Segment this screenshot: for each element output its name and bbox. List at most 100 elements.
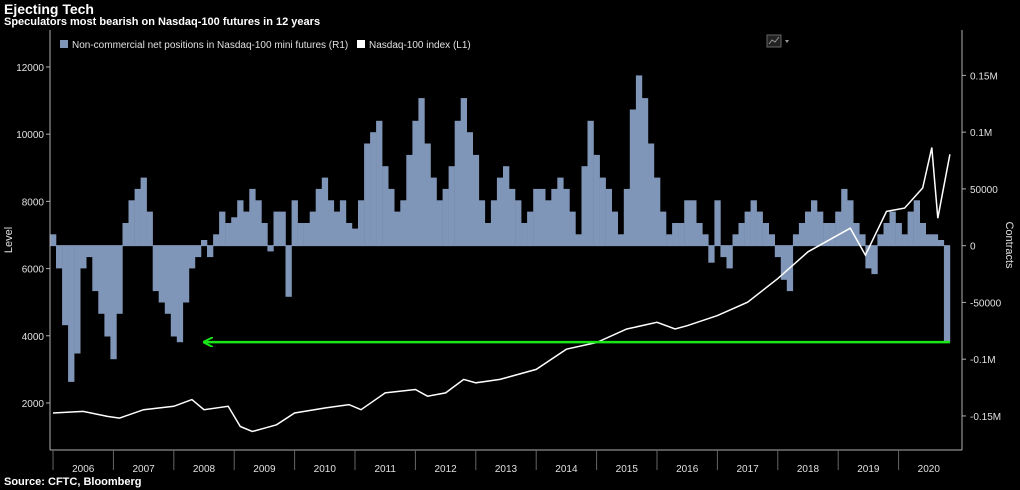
- position-bar: [515, 200, 522, 246]
- position-bar: [943, 245, 951, 343]
- position-bar: [575, 234, 582, 246]
- x-tick-label: 2010: [314, 464, 337, 475]
- position-bar: [243, 211, 250, 246]
- position-bar: [303, 223, 310, 246]
- position-bar: [364, 143, 371, 246]
- position-bar: [847, 200, 854, 246]
- position-bar: [478, 200, 486, 246]
- chart-type-icon[interactable]: [766, 34, 789, 48]
- position-bar: [213, 234, 220, 246]
- position-bar: [436, 200, 443, 246]
- position-bar: [249, 188, 256, 246]
- x-tick-label: 2014: [555, 464, 578, 475]
- left-tick-label: 2000: [22, 399, 45, 410]
- position-bar: [448, 166, 455, 246]
- position-bar: [557, 177, 564, 246]
- position-bar: [134, 188, 141, 246]
- position-bar: [931, 234, 939, 246]
- position-bar: [424, 143, 431, 246]
- position-bar: [877, 234, 884, 246]
- position-bar: [678, 223, 685, 246]
- position-bar: [780, 245, 788, 280]
- position-bar: [382, 166, 389, 246]
- position-bar: [454, 120, 461, 246]
- position-bar: [74, 245, 81, 354]
- position-bar: [182, 245, 190, 303]
- position-bar: [817, 211, 824, 246]
- x-tick-label: 2017: [736, 464, 759, 475]
- right-axis-label: Contracts: [1003, 221, 1015, 269]
- left-tick-label: 4000: [22, 332, 45, 343]
- right-tick-label: -0.15M: [970, 412, 1001, 423]
- position-bar: [919, 223, 926, 246]
- legend-swatch-index: [357, 40, 365, 48]
- position-bar: [98, 245, 105, 314]
- left-axis-label: Level: [3, 227, 15, 253]
- chevron-down-icon[interactable]: [785, 40, 789, 43]
- legend-swatch-positions: [60, 40, 68, 48]
- position-bar: [744, 211, 751, 246]
- position-bar: [883, 223, 890, 246]
- position-bar: [388, 188, 395, 246]
- position-bar: [442, 188, 449, 246]
- position-bar: [551, 188, 558, 246]
- position-bar: [925, 234, 933, 246]
- x-tick-label: 2006: [72, 464, 95, 475]
- position-bar: [472, 154, 480, 246]
- position-bar: [841, 188, 848, 246]
- position-bar: [539, 188, 546, 246]
- position-bar: [80, 245, 87, 269]
- position-bar: [376, 120, 383, 246]
- right-tick-label: 0.15M: [970, 71, 998, 82]
- position-bar: [315, 188, 322, 246]
- position-bar: [593, 154, 600, 246]
- position-bar: [195, 245, 202, 258]
- position-bar: [792, 234, 800, 246]
- index-line: [52, 147, 951, 433]
- position-bar: [86, 245, 93, 258]
- right-tick-label: -50000: [970, 298, 1002, 309]
- position-bar: [835, 211, 842, 246]
- position-bar: [768, 234, 775, 246]
- position-bar: [285, 245, 292, 297]
- position-bar: [798, 223, 806, 246]
- position-bar: [762, 223, 769, 246]
- position-bar: [400, 200, 407, 246]
- position-bar: [62, 245, 69, 326]
- position-bar: [279, 211, 286, 246]
- left-axis-ticks: 2000 4000 6000 8000 10000 12000: [16, 63, 50, 410]
- position-bar: [720, 245, 727, 258]
- position-bar: [527, 211, 534, 246]
- position-bar: [140, 177, 147, 246]
- position-bar: [684, 200, 691, 246]
- position-bar: [937, 240, 945, 246]
- position-bar: [225, 223, 232, 246]
- position-bar: [466, 132, 473, 246]
- x-tick-label: 2013: [495, 464, 518, 475]
- position-bar: [545, 200, 552, 246]
- position-bar: [823, 223, 830, 246]
- position-bar: [702, 234, 709, 246]
- position-bar: [261, 223, 268, 246]
- position-bar: [430, 177, 437, 246]
- position-bar: [484, 223, 492, 246]
- position-bar: [865, 245, 872, 269]
- x-tick-label: 2012: [434, 464, 457, 475]
- x-tick-label: 2020: [918, 464, 941, 475]
- position-bar: [587, 120, 594, 246]
- position-bar: [647, 143, 655, 246]
- position-bar: [672, 223, 679, 246]
- position-bar: [853, 223, 860, 246]
- position-bar: [273, 211, 280, 246]
- right-tick-label: 50000: [970, 185, 998, 196]
- position-bar: [913, 200, 920, 246]
- position-bar: [358, 200, 365, 246]
- position-bar: [267, 245, 274, 252]
- position-bar: [605, 188, 612, 246]
- position-bar: [641, 98, 649, 246]
- position-bar: [231, 217, 238, 246]
- position-bar: [291, 200, 298, 246]
- position-bar: [696, 223, 703, 246]
- right-axis-ticks: -0.15M -0.1M -50000 0 50000 0.1M 0.15M: [962, 71, 1002, 423]
